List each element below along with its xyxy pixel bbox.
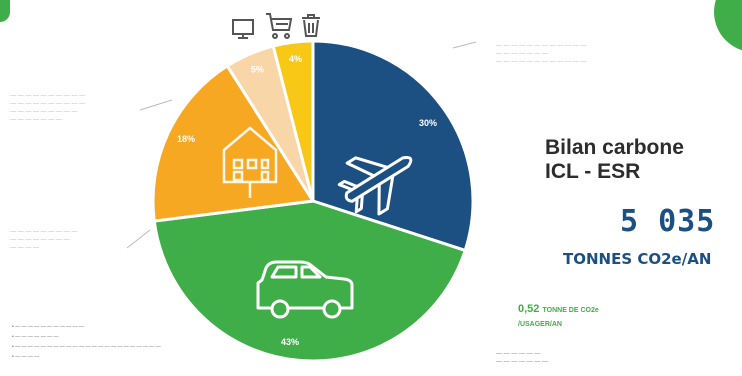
legend-item: • — — — — — — — — — — — xyxy=(12,324,85,330)
pie-slice xyxy=(311,39,475,253)
annotation-line xyxy=(452,41,477,49)
per-user-unit-2: /USAGER/AN xyxy=(518,321,562,328)
slice-label: 18% xyxy=(177,134,195,144)
legend-item: • — — — — — — — — — — — — — — — — — — — … xyxy=(12,344,161,350)
annotation-note: — — — — — — — — — — — — — — — — — — — — — … xyxy=(10,93,86,123)
building-icon xyxy=(222,126,278,198)
chart-title: Bilan carbone ICL - ESR xyxy=(545,136,735,184)
slice-label: 30% xyxy=(419,118,437,128)
total-unit: TONNES CO2e/AN xyxy=(563,250,712,268)
title-line-2: ICL - ESR xyxy=(545,160,641,183)
cart-icon xyxy=(266,13,293,39)
legend-notes: • — — — — — — — — — — — • — — — — — — — … xyxy=(12,322,161,362)
comparison-note: — — — — — — — — — — — — — xyxy=(496,351,549,365)
annotation-line xyxy=(139,99,173,111)
title-line-1: Bilan carbone xyxy=(545,136,684,159)
decorative-circle xyxy=(708,0,742,62)
total-value: 5 035 xyxy=(620,204,716,239)
annotation-line xyxy=(126,229,151,249)
slice-label: 43% xyxy=(281,337,299,347)
slice-label: 4% xyxy=(289,54,302,64)
annotation-note: — — — — — — — — — — — — — — — — — — — — — xyxy=(10,229,78,251)
annotation-note: — — — — — — — — — — — — — — — — — — — — — … xyxy=(496,43,587,65)
per-user-unit: TONNE DE CO2e xyxy=(542,307,599,314)
legend-item: • — — — — — — — xyxy=(12,334,59,340)
corner-mark xyxy=(0,0,10,22)
slice-label: 5% xyxy=(251,65,264,75)
pie-slice xyxy=(152,199,468,363)
computer-icon xyxy=(232,19,254,39)
legend-item: • — — — — xyxy=(12,354,40,360)
airplane-icon xyxy=(337,156,413,216)
per-user-stat: 0,52 TONNE DE CO2e /USAGER/AN xyxy=(518,303,718,331)
trash-icon xyxy=(302,14,320,37)
pie-slice xyxy=(271,39,315,202)
per-user-value: 0,52 xyxy=(518,303,540,315)
car-icon xyxy=(256,260,354,319)
